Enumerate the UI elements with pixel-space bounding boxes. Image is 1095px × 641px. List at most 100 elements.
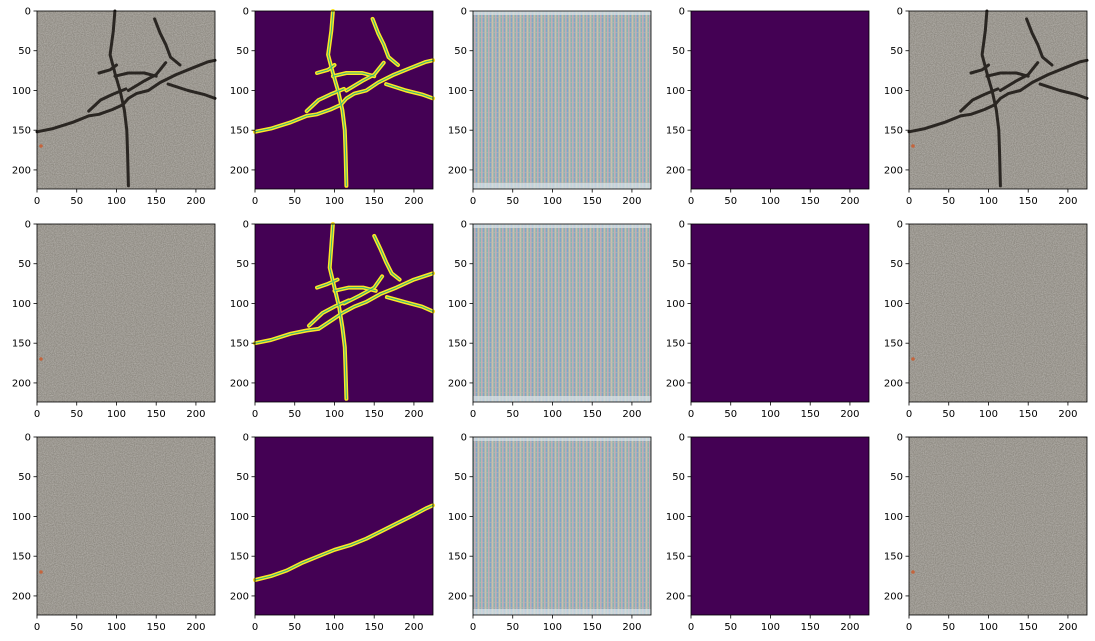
crack-path [1025,17,1054,67]
y-tick-label: 200 [448,165,467,176]
x-tick-label: 150 [147,409,166,420]
x-tick-label: 50 [70,622,83,633]
red-marker [911,144,915,148]
x-tick-label: 100 [325,196,344,207]
asphalt-speckle [909,224,1087,402]
x-tick-label: 150 [1019,409,1038,420]
x-tick-label: 200 [622,409,641,420]
y-tick-label: 150 [230,552,249,563]
y-tick-label: 200 [230,165,249,176]
crack-path [113,71,158,78]
x-tick-label: 100 [761,622,780,633]
crack-path [254,59,434,133]
panel-r0-c4-photo: 0 50 100 150 200 0 50 100 150 200 [884,7,1089,207]
y-tick-label: 150 [448,126,467,137]
panel-r0-c0-photo: 0 50 100 150 200 0 50 100 150 200 [12,7,217,207]
y-tick-label: 200 [666,591,685,602]
y-tick-label: 150 [230,126,249,137]
y-tick-label: 200 [230,378,249,389]
x-tick-label: 50 [70,196,83,207]
y-tick-label: 0 [243,7,249,18]
y-tick-label: 100 [666,86,685,97]
x-tick-label: 200 [186,409,205,420]
y-tick-label: 100 [448,299,467,310]
x-tick-label: 200 [622,196,641,207]
x-tick-label: 200 [840,622,859,633]
panel-r0-c2-noise: 0 50 100 150 200 0 50 100 150 200 [448,7,652,207]
x-tick-label: 100 [543,196,562,207]
y-tick-label: 50 [236,472,249,483]
x-tick-label: 50 [506,196,519,207]
axes-frame [36,436,216,616]
asphalt-speckle [909,437,1087,615]
y-tick-label: 50 [454,46,467,57]
axes-frame [908,436,1088,616]
x-tick-label: 50 [288,622,301,633]
x-tick-label: 200 [840,196,859,207]
x-tick-label: 0 [688,622,694,633]
x-tick-label: 50 [288,409,301,420]
crack-path [254,272,434,344]
y-tick-label: 100 [884,86,903,97]
x-tick-label: 150 [583,196,602,207]
y-tick-label: 150 [12,339,31,350]
x-tick-label: 0 [34,196,40,207]
y-tick-label: 0 [679,433,685,444]
y-tick-label: 100 [230,299,249,310]
x-tick-label: 50 [506,622,519,633]
panel-r0-c3-blank: 0 50 100 150 200 0 50 100 150 200 [666,7,870,207]
x-tick-label: 200 [186,622,205,633]
x-tick-label: 200 [840,409,859,420]
axes-frame [690,436,870,616]
y-tick-label: 200 [666,165,685,176]
y-tick-label: 100 [884,512,903,523]
crack-path [373,235,401,281]
x-tick-label: 50 [724,622,737,633]
x-tick-label: 50 [70,409,83,420]
axes-frame [908,10,1088,190]
red-marker [911,570,915,574]
noise-bottom-band [473,396,651,402]
asphalt-speckle [37,437,215,615]
x-tick-label: 0 [906,622,912,633]
y-tick-label: 100 [884,299,903,310]
panel-r1-c0-photo: 0 50 100 150 200 0 50 100 150 200 [12,220,216,420]
x-tick-label: 200 [622,622,641,633]
y-tick-label: 50 [454,259,467,270]
y-tick-label: 0 [243,220,249,231]
y-tick-label: 200 [884,378,903,389]
y-tick-label: 200 [884,591,903,602]
x-tick-label: 100 [325,622,344,633]
blank-prediction [691,11,869,189]
x-tick-label: 0 [470,409,476,420]
y-tick-label: 0 [897,433,903,444]
y-tick-label: 150 [884,552,903,563]
x-tick-label: 200 [404,622,423,633]
x-tick-label: 150 [147,196,166,207]
x-tick-label: 0 [688,196,694,207]
panel-r1-c2-noise: 0 50 100 150 200 0 50 100 150 200 [448,220,652,420]
axes-frame [472,10,652,190]
y-tick-label: 50 [236,259,249,270]
x-tick-label: 200 [1058,622,1077,633]
axes-frame [690,10,870,190]
y-tick-label: 200 [12,591,31,602]
crack-path [343,275,383,304]
x-tick-label: 0 [470,196,476,207]
x-tick-label: 150 [1019,196,1038,207]
y-tick-label: 150 [884,126,903,137]
noise-bottom-band [473,609,651,615]
y-tick-label: 0 [897,7,903,18]
y-tick-label: 100 [448,512,467,523]
y-tick-label: 200 [230,591,249,602]
y-tick-label: 50 [18,472,31,483]
crack-path [126,61,168,92]
noise-image [473,224,651,402]
y-tick-label: 150 [230,339,249,350]
y-tick-label: 50 [890,472,903,483]
axes-frame [36,223,216,403]
y-tick-label: 0 [679,220,685,231]
crack-path [386,296,434,312]
x-tick-label: 50 [942,409,955,420]
crack-path [254,504,434,581]
